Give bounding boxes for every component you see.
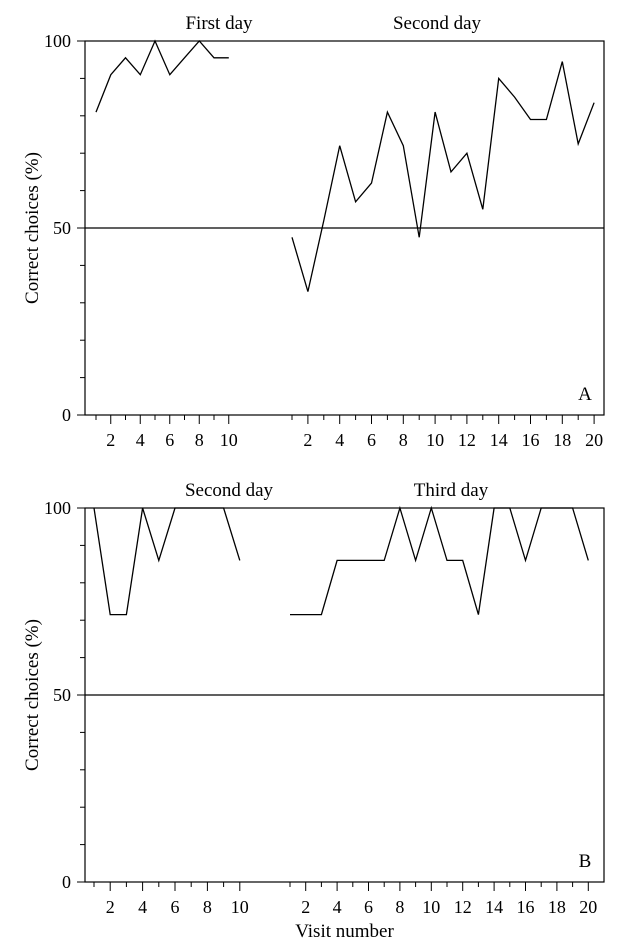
- panel-a-day2-x-tick-label: 18: [553, 430, 571, 450]
- panel-b-day1-x-tick-label: 2: [106, 897, 115, 917]
- panel-a-day2-x-tick-label: 10: [426, 430, 444, 450]
- panel-b-y-tick-label: 50: [53, 685, 71, 705]
- panel-a-y-tick-label: 50: [53, 218, 71, 238]
- panel-b-day2-x-tick-label: 12: [454, 897, 472, 917]
- panel-b-day1-x-tick-label: 10: [231, 897, 249, 917]
- panel-b-day2-x-tick-label: 4: [333, 897, 342, 917]
- panel-b-day1-x-tick-label: 8: [203, 897, 212, 917]
- panel-a-day2-x-tick-label: 2: [303, 430, 312, 450]
- panel-a-day2-x-tick-label: 20: [585, 430, 603, 450]
- panel-a-day1-series-line: [95, 39, 229, 113]
- panel-a-day1-x-tick-label: 4: [136, 430, 145, 450]
- panel-b-day2-x-tick-label: 18: [548, 897, 566, 917]
- panel-b-day2-x-tick-label: 6: [364, 897, 373, 917]
- panel-a-day1-x-tick-label: 6: [165, 430, 174, 450]
- panel-b-day2-x-tick-label: 20: [579, 897, 597, 917]
- panel-b-y-tick-label: 0: [62, 872, 71, 892]
- panel-b-day1-x-tick-label: 6: [171, 897, 180, 917]
- panel-b-day2-series-line: [290, 505, 589, 616]
- panel-b-day2-x-tick-label: 10: [422, 897, 440, 917]
- panel-b-day1-x-tick-label: 4: [138, 897, 147, 917]
- panel-a-day2-x-tick-label: 6: [367, 430, 376, 450]
- panel-b-day2-x-tick-label: 14: [485, 897, 503, 917]
- panel-b-day2-x-tick-label: 16: [517, 897, 535, 917]
- panel-b-day1-label: Second day: [185, 480, 274, 501]
- panel-b-day2-label: Third day: [414, 480, 489, 501]
- panel-a-y-tick-label: 100: [44, 31, 71, 51]
- panel-a-day2-x-tick-label: 14: [490, 430, 508, 450]
- panel-a-day2-series-line: [291, 61, 595, 292]
- panel-a-day1-label: First day: [185, 13, 253, 34]
- panel-a-day2-x-tick-label: 4: [335, 430, 344, 450]
- panel-b-y-axis-title: Correct choices (%): [22, 619, 43, 771]
- panel-a-y-axis-title: Correct choices (%): [22, 152, 43, 304]
- panel-b-y-tick-label: 100: [44, 498, 71, 518]
- panel-b-letter: B: [579, 851, 592, 872]
- panel-b-day2-x-tick-label: 8: [395, 897, 404, 917]
- panel-a-day1-x-tick-label: 10: [220, 430, 238, 450]
- panel-a-day1-x-tick-label: 2: [106, 430, 115, 450]
- panel-a-day2-label: Second day: [393, 13, 482, 34]
- panel-a-letter: A: [578, 384, 592, 405]
- panel-b-day1-series-line: [93, 507, 241, 616]
- panel-a-day2-x-tick-label: 12: [458, 430, 476, 450]
- panel-b-x-axis-title: Visit number: [295, 921, 394, 942]
- panel-a-day1-x-tick-label: 8: [195, 430, 204, 450]
- panel-b-day2-x-tick-label: 2: [301, 897, 310, 917]
- panel-a-day2-x-tick-label: 8: [399, 430, 408, 450]
- panel-a-y-tick-label: 0: [62, 405, 71, 425]
- panel-a-day2-x-tick-label: 16: [522, 430, 540, 450]
